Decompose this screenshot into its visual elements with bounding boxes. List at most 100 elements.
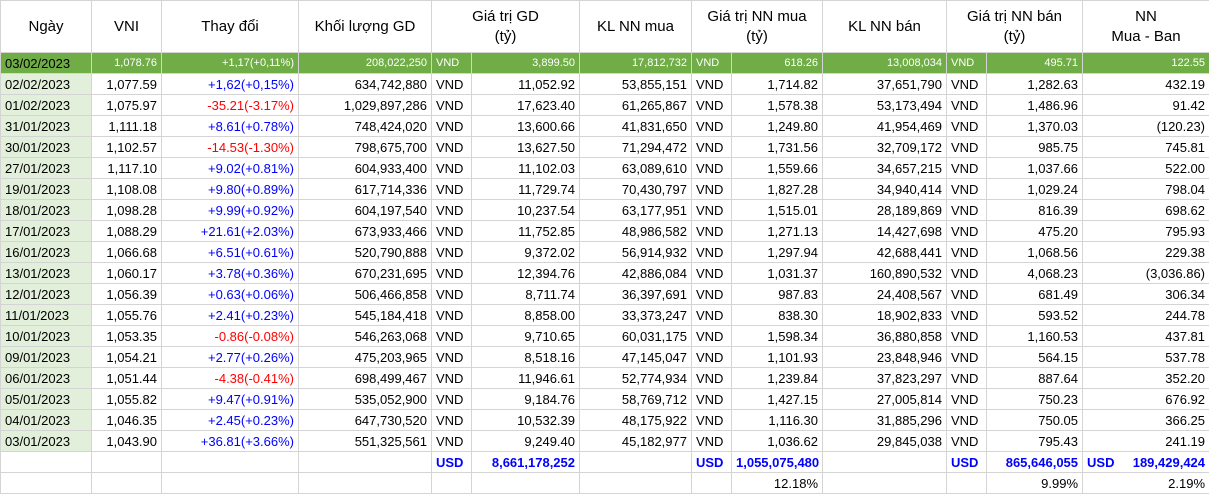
empty-cell[interactable] (92, 452, 162, 473)
cell-currency[interactable]: VND (947, 116, 987, 137)
cell-change[interactable]: +1,62(+0,15%) (162, 74, 299, 95)
cell-value[interactable]: 11,102.03 (472, 158, 580, 179)
cell-currency[interactable]: VND (947, 431, 987, 452)
cell-gt-mua[interactable]: 1,827.28 (732, 179, 823, 200)
cell-currency[interactable]: VND (692, 305, 732, 326)
cell-kl-mua[interactable]: 71,294,472 (580, 137, 692, 158)
cell-currency[interactable]: VND (947, 284, 987, 305)
cell-value[interactable]: 13,600.66 (472, 116, 580, 137)
cell-value[interactable]: 8,518.16 (472, 347, 580, 368)
header-date[interactable]: Ngày (1, 1, 92, 53)
percent-cell[interactable]: 12.18% (732, 473, 823, 494)
cell-gt-ban[interactable]: 1,486.96 (987, 95, 1083, 116)
header-kl-nn-mua[interactable]: KL NN mua (580, 1, 692, 53)
cell-currency[interactable]: VND (432, 389, 472, 410)
cell-net[interactable]: 437.81 (1083, 326, 1209, 347)
cell-change[interactable]: +9.80(+0.89%) (162, 179, 299, 200)
cell-gt-ban[interactable]: 681.49 (987, 284, 1083, 305)
cell-currency[interactable]: VND (692, 116, 732, 137)
cell-gt-ban[interactable]: 1,068.56 (987, 242, 1083, 263)
cell-vni[interactable]: 1,053.35 (92, 326, 162, 347)
cell-gt-ban[interactable]: 816.39 (987, 200, 1083, 221)
cell-gt-ban[interactable]: 1,282.63 (987, 74, 1083, 95)
cell-gt-mua[interactable]: 1,297.94 (732, 242, 823, 263)
cell-value[interactable]: 3,899.50 (472, 53, 580, 74)
cell-kl-mua[interactable]: 33,373,247 (580, 305, 692, 326)
cell-kl-mua[interactable]: 53,855,151 (580, 74, 692, 95)
cell-currency[interactable]: VND (432, 200, 472, 221)
cell-currency[interactable]: VND (692, 263, 732, 284)
cell-currency[interactable]: VND (947, 347, 987, 368)
cell-net[interactable]: 698.62 (1083, 200, 1209, 221)
empty-cell[interactable] (92, 473, 162, 494)
cell-currency[interactable]: VND (432, 284, 472, 305)
cell-currency[interactable]: VND (947, 410, 987, 431)
cell-value[interactable]: 17,623.40 (472, 95, 580, 116)
header-gt-nn-mua[interactable]: Giá trị NN mua (tỷ) (692, 1, 823, 53)
cell-kl-mua[interactable]: 41,831,650 (580, 116, 692, 137)
cell-date[interactable]: 05/01/2023 (1, 389, 92, 410)
cell-vni[interactable]: 1,108.08 (92, 179, 162, 200)
cell-gt-mua[interactable]: 1,598.34 (732, 326, 823, 347)
cell-volume[interactable]: 506,466,858 (299, 284, 432, 305)
cell-currency[interactable]: VND (432, 95, 472, 116)
cell-date[interactable]: 30/01/2023 (1, 137, 92, 158)
cell-volume[interactable]: 634,742,880 (299, 74, 432, 95)
empty-cell[interactable] (1, 452, 92, 473)
cell-kl-ban[interactable]: 34,940,414 (823, 179, 947, 200)
cell-vni[interactable]: 1,117.10 (92, 158, 162, 179)
cell-change[interactable]: -0.86(-0.08%) (162, 326, 299, 347)
cell-net[interactable]: 306.34 (1083, 284, 1209, 305)
cell-gt-ban[interactable]: 1,160.53 (987, 326, 1083, 347)
cell-gt-ban[interactable]: 985.75 (987, 137, 1083, 158)
cell-kl-mua[interactable]: 45,182,977 (580, 431, 692, 452)
cell-kl-ban[interactable]: 31,885,296 (823, 410, 947, 431)
cell-currency[interactable]: VND (947, 137, 987, 158)
cell-change[interactable]: +2.41(+0.23%) (162, 305, 299, 326)
cell-vni[interactable]: 1,051.44 (92, 368, 162, 389)
cell-kl-ban[interactable]: 24,408,567 (823, 284, 947, 305)
cell-change[interactable]: +2.77(+0.26%) (162, 347, 299, 368)
cell-value[interactable]: 11,729.74 (472, 179, 580, 200)
cell-date[interactable]: 06/01/2023 (1, 368, 92, 389)
cell-change[interactable]: +3.78(+0.36%) (162, 263, 299, 284)
cell-volume[interactable]: 670,231,695 (299, 263, 432, 284)
cell-net[interactable]: 122.55 (1083, 53, 1209, 74)
cell-net[interactable]: 798.04 (1083, 179, 1209, 200)
cell-value[interactable]: 12,394.76 (472, 263, 580, 284)
cell-currency[interactable]: VND (432, 347, 472, 368)
cell-kl-mua[interactable]: 17,812,732 (580, 53, 692, 74)
cell-kl-mua[interactable]: 61,265,867 (580, 95, 692, 116)
cell-volume[interactable]: 647,730,520 (299, 410, 432, 431)
cell-vni[interactable]: 1,102.57 (92, 137, 162, 158)
cell-gt-mua[interactable]: 1,249.80 (732, 116, 823, 137)
cell-vni[interactable]: 1,066.68 (92, 242, 162, 263)
total-currency[interactable]: USD (432, 452, 472, 473)
cell-change[interactable]: +9.02(+0.81%) (162, 158, 299, 179)
cell-change[interactable]: +6.51(+0.61%) (162, 242, 299, 263)
cell-currency[interactable]: VND (947, 389, 987, 410)
cell-net[interactable]: 537.78 (1083, 347, 1209, 368)
cell-change[interactable]: -4.38(-0.41%) (162, 368, 299, 389)
cell-vni[interactable]: 1,078.76 (92, 53, 162, 74)
cell-date[interactable]: 17/01/2023 (1, 221, 92, 242)
cell-volume[interactable]: 551,325,561 (299, 431, 432, 452)
cell-kl-ban[interactable]: 27,005,814 (823, 389, 947, 410)
empty-cell[interactable] (299, 473, 432, 494)
cell-net[interactable]: (3,036.86) (1083, 263, 1209, 284)
cell-net[interactable]: 91.42 (1083, 95, 1209, 116)
cell-value[interactable]: 9,249.40 (472, 431, 580, 452)
cell-gt-mua[interactable]: 1,239.84 (732, 368, 823, 389)
cell-date[interactable]: 10/01/2023 (1, 326, 92, 347)
cell-currency[interactable]: VND (432, 179, 472, 200)
cell-date[interactable]: 03/01/2023 (1, 431, 92, 452)
cell-vni[interactable]: 1,046.35 (92, 410, 162, 431)
cell-date[interactable]: 16/01/2023 (1, 242, 92, 263)
cell-currency[interactable]: VND (692, 242, 732, 263)
cell-currency[interactable]: VND (692, 74, 732, 95)
cell-currency[interactable]: VND (692, 410, 732, 431)
cell-change[interactable]: -35.21(-3.17%) (162, 95, 299, 116)
cell-net[interactable]: 432.19 (1083, 74, 1209, 95)
cell-net[interactable]: 241.19 (1083, 431, 1209, 452)
